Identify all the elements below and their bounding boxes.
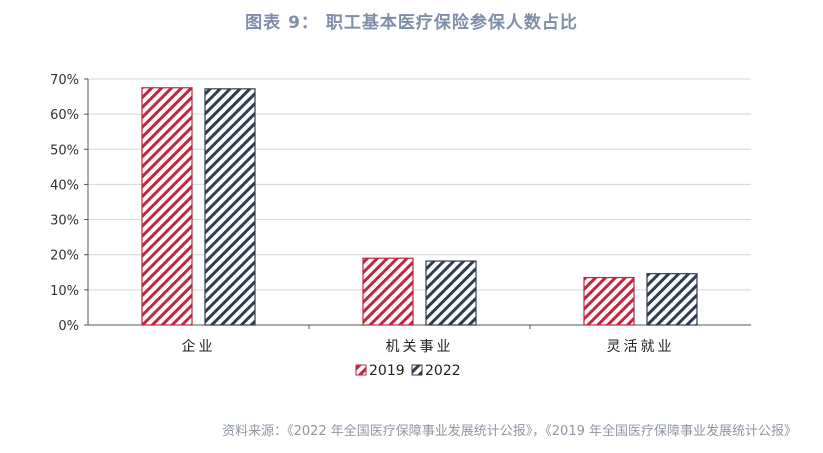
legend-swatch-2022 [411, 364, 423, 376]
bar-2022 [204, 88, 256, 326]
y-tick-label: 30% [50, 214, 79, 229]
x-category-label: 机关事业 [386, 339, 454, 355]
y-tick-label: 10% [50, 284, 79, 299]
bars [141, 87, 698, 326]
bar-2022 [425, 260, 477, 326]
y-tick-label: 40% [50, 178, 79, 193]
source-note: 资料来源：《2022 年全国医疗保障事业发展统计公报》，《2019 年全国医疗保… [222, 424, 797, 439]
x-category-label: 灵活就业 [607, 339, 675, 355]
legend-label-2019: 2019 [369, 363, 405, 379]
y-tick-label: 70% [50, 73, 79, 88]
y-tick-label: 50% [50, 143, 79, 158]
axes [84, 78, 751, 329]
y-tick-label: 20% [50, 249, 79, 264]
bar-2019 [583, 276, 635, 326]
legend: 2019 2022 [355, 363, 461, 379]
bar-2019 [362, 257, 414, 326]
legend-swatch-2019 [355, 364, 367, 376]
x-category-label: 企业 [182, 338, 216, 355]
y-tick-label: 0% [58, 319, 79, 334]
chart-title: 图表 9： 职工基本医疗保险参保人数占比 [245, 13, 578, 33]
bar-2022 [646, 273, 698, 326]
axis-labels: 0% 10% 20% 30% 40% 50% 60% 70% 企业 机关事业 灵活就业 [50, 73, 675, 355]
gridlines [88, 78, 751, 291]
bar-2019 [141, 87, 193, 326]
legend-label-2022: 2022 [425, 363, 461, 379]
y-tick-label: 60% [50, 108, 79, 123]
